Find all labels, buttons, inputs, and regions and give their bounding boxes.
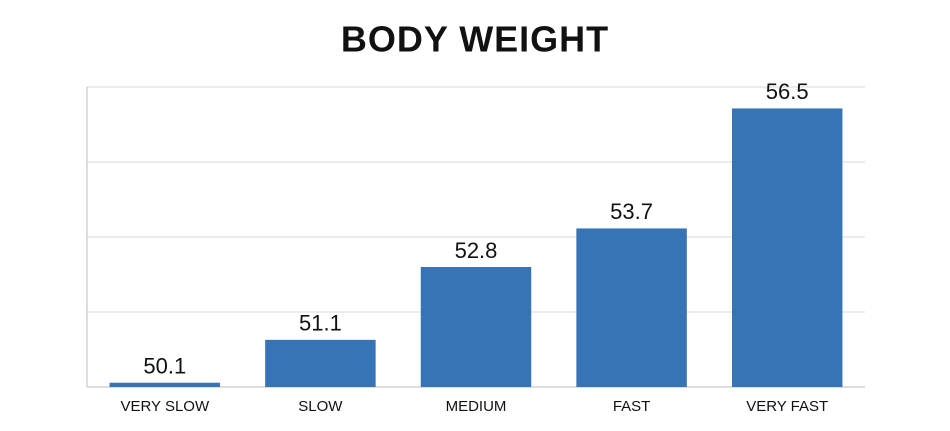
x-tick-label: MEDIUM	[446, 398, 507, 415]
x-tick-label: VERY SLOW	[120, 398, 209, 415]
value-label: 52.8	[455, 238, 498, 263]
value-label: 51.1	[299, 311, 342, 336]
value-label: 53.7	[610, 199, 653, 224]
bar	[265, 339, 376, 387]
bar	[731, 108, 843, 387]
value-label: 50.1	[143, 354, 186, 379]
x-tick-label: SLOW	[298, 398, 343, 415]
x-tick-label: VERY FAST	[746, 398, 828, 415]
chart-title: BODY WEIGHT	[341, 19, 609, 60]
x-tick-label: FAST	[613, 398, 651, 415]
value-label: 56.5	[766, 79, 809, 104]
bar	[420, 267, 532, 387]
bar	[109, 382, 221, 387]
bar	[576, 228, 687, 387]
